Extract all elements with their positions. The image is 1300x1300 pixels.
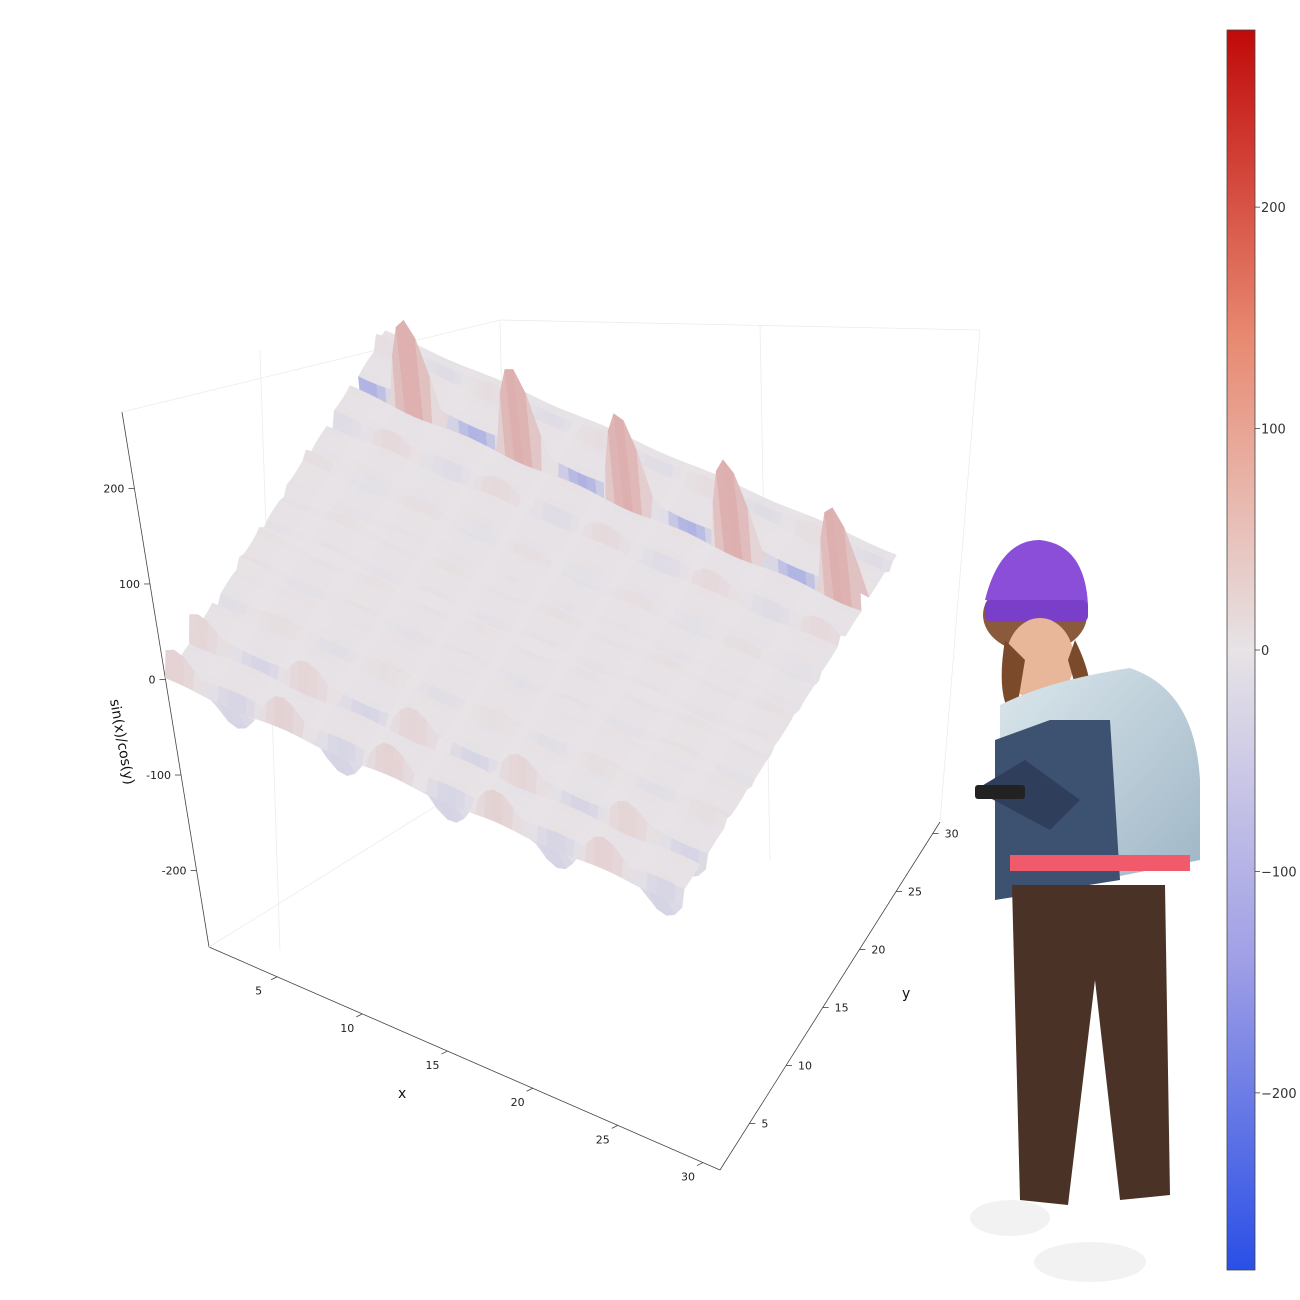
x-tick-label: 20 [511,1096,525,1109]
x-tick-label: 5 [255,985,262,998]
x-tick-mark [356,1013,363,1018]
colorbar-tick-label: −100 [1261,865,1297,880]
axis-ticks: 5 10 15 20 25 30 5 10 15 20 25 30 -200 -100 0 100 200 [103,482,958,1183]
y-tick-label: 10 [798,1060,812,1073]
z-tick-label: -100 [146,769,171,782]
person-standing-with-phone [970,540,1200,1282]
x-tick-label: 25 [596,1133,610,1146]
x-tick-mark [270,976,278,981]
y-tick-label: 20 [871,944,885,957]
x-tick-mark [526,1087,533,1092]
z-axis-title: sin(x)/cos(y) [106,698,137,786]
z-tick-label: 100 [119,578,140,591]
x-tick-mark [441,1050,448,1055]
x-tick-mark [696,1162,704,1166]
surface-cell [189,614,199,649]
surface-cell [593,836,604,870]
surface-cell [517,753,528,792]
x-axis-title: x [398,1086,406,1102]
surface-cell [398,706,409,741]
y-axis-line [719,821,941,1171]
surface-cell [289,660,300,693]
surface-cell [384,742,394,778]
x-tick-label: 10 [340,1022,354,1035]
surface-cell [667,899,683,915]
surface-cell [508,753,519,788]
x-axis-line [208,946,721,1171]
colorbar-tick-label: −200 [1261,1087,1297,1102]
y-tick-label: 15 [835,1002,849,1015]
x-tick-label: 30 [681,1171,695,1184]
colorbar: 200 100 0 −100 −200 [1226,29,1297,1271]
z-tick-label: 0 [149,674,156,687]
colorbar-tick-label: 200 [1261,201,1286,216]
surface [165,319,897,917]
colorbar-tick-label: 0 [1261,644,1269,659]
y-tick-label: 25 [908,886,922,899]
z-tick-label: -200 [162,865,187,878]
z-tick-label: 200 [103,482,124,495]
surface-cell [407,706,418,745]
colorbar-ticks: 200 100 0 −100 −200 [1255,201,1297,1102]
surface-cell [484,789,494,822]
surface-cell [490,475,502,499]
y-axis-title: y [902,986,910,1002]
colorbar-tick-label: 100 [1261,423,1286,438]
surface-cell [274,696,285,730]
y-tick-label: 5 [761,1118,768,1131]
colorbar-gradient [1226,29,1256,1271]
surface-cell [374,742,385,774]
surface-cell [617,800,628,836]
surface-cell [298,660,309,697]
surface-cell [493,789,504,826]
x-tick-mark [611,1125,618,1129]
y-tick-label: 30 [945,828,959,841]
surface-cell [165,649,175,682]
x-tick-label: 15 [425,1059,439,1072]
